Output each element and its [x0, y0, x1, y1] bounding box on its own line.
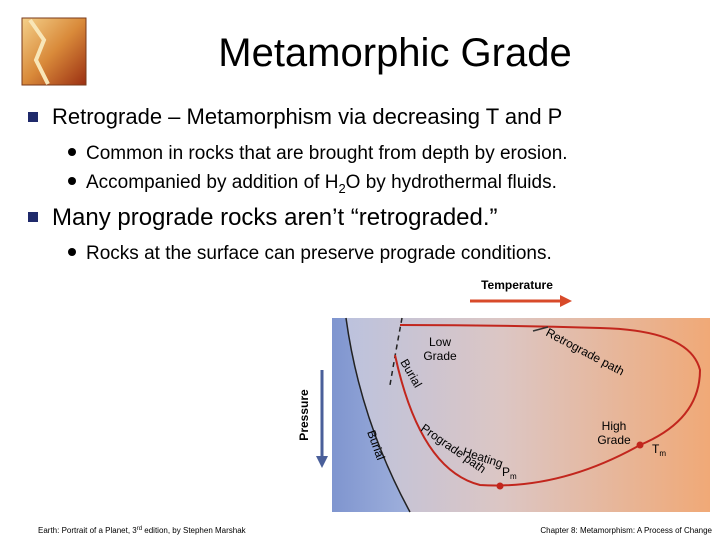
arrowhead [560, 295, 572, 307]
title: Metamorphic Grade [218, 31, 571, 75]
label: Tm [652, 442, 666, 458]
bullet [28, 112, 38, 122]
text: High [602, 419, 627, 433]
sub-bullet-text: Common in rocks that are brought from de… [86, 143, 568, 164]
text: Rocks at the surface can preserve progra… [86, 243, 552, 264]
bullet-text: Retrograde – Metamorphism via decreasing… [52, 104, 562, 129]
footer: Chapter 8: Metamorphism: A Process of Ch… [540, 526, 712, 535]
text: Accompanied by addition of H [86, 172, 338, 193]
label: Pm [502, 465, 517, 481]
text: O by hydrothermal fluids. [346, 172, 557, 193]
bullet [28, 212, 38, 222]
label: High Grade [597, 419, 631, 447]
sub-bullet [68, 148, 76, 156]
arrow [532, 326, 549, 332]
text: T [652, 442, 660, 456]
text: Low [429, 335, 451, 349]
text: Grade [597, 433, 631, 447]
subscript: 2 [338, 181, 345, 196]
region [332, 318, 410, 512]
axis-label: Pressure [297, 389, 311, 441]
bullet-text: Many prograde rocks aren’t “retrograded.… [52, 204, 498, 231]
diagram-background [332, 318, 710, 512]
text: P [502, 465, 510, 479]
subscript: m [659, 449, 666, 458]
path [394, 354, 641, 487]
sub-bullet [68, 177, 76, 185]
arrowhead [316, 456, 328, 468]
sub-bullet [68, 248, 76, 256]
curve [345, 317, 411, 513]
label: Low Grade [423, 335, 457, 363]
axis-label: Temperature [481, 278, 553, 292]
logo-image [21, 17, 87, 86]
point [496, 482, 504, 490]
text: Grade [423, 349, 457, 363]
text: Earth: Portrait of a Planet, 3 [38, 526, 137, 535]
superscript: rd [137, 526, 142, 532]
sub-bullet-text: Rocks at the surface can preserve progra… [86, 243, 552, 264]
point [636, 441, 644, 449]
subscript: m [510, 472, 517, 481]
sub-bullet-text: Accompanied by addition of H2O by hydrot… [86, 172, 557, 196]
text: edition, by Stephen Marshak [142, 526, 247, 535]
footer: Earth: Portrait of a Planet, 3rd edition… [38, 526, 247, 535]
path [399, 324, 702, 446]
logo-detail [28, 18, 50, 85]
text: Common in rocks that are brought from de… [86, 143, 568, 164]
